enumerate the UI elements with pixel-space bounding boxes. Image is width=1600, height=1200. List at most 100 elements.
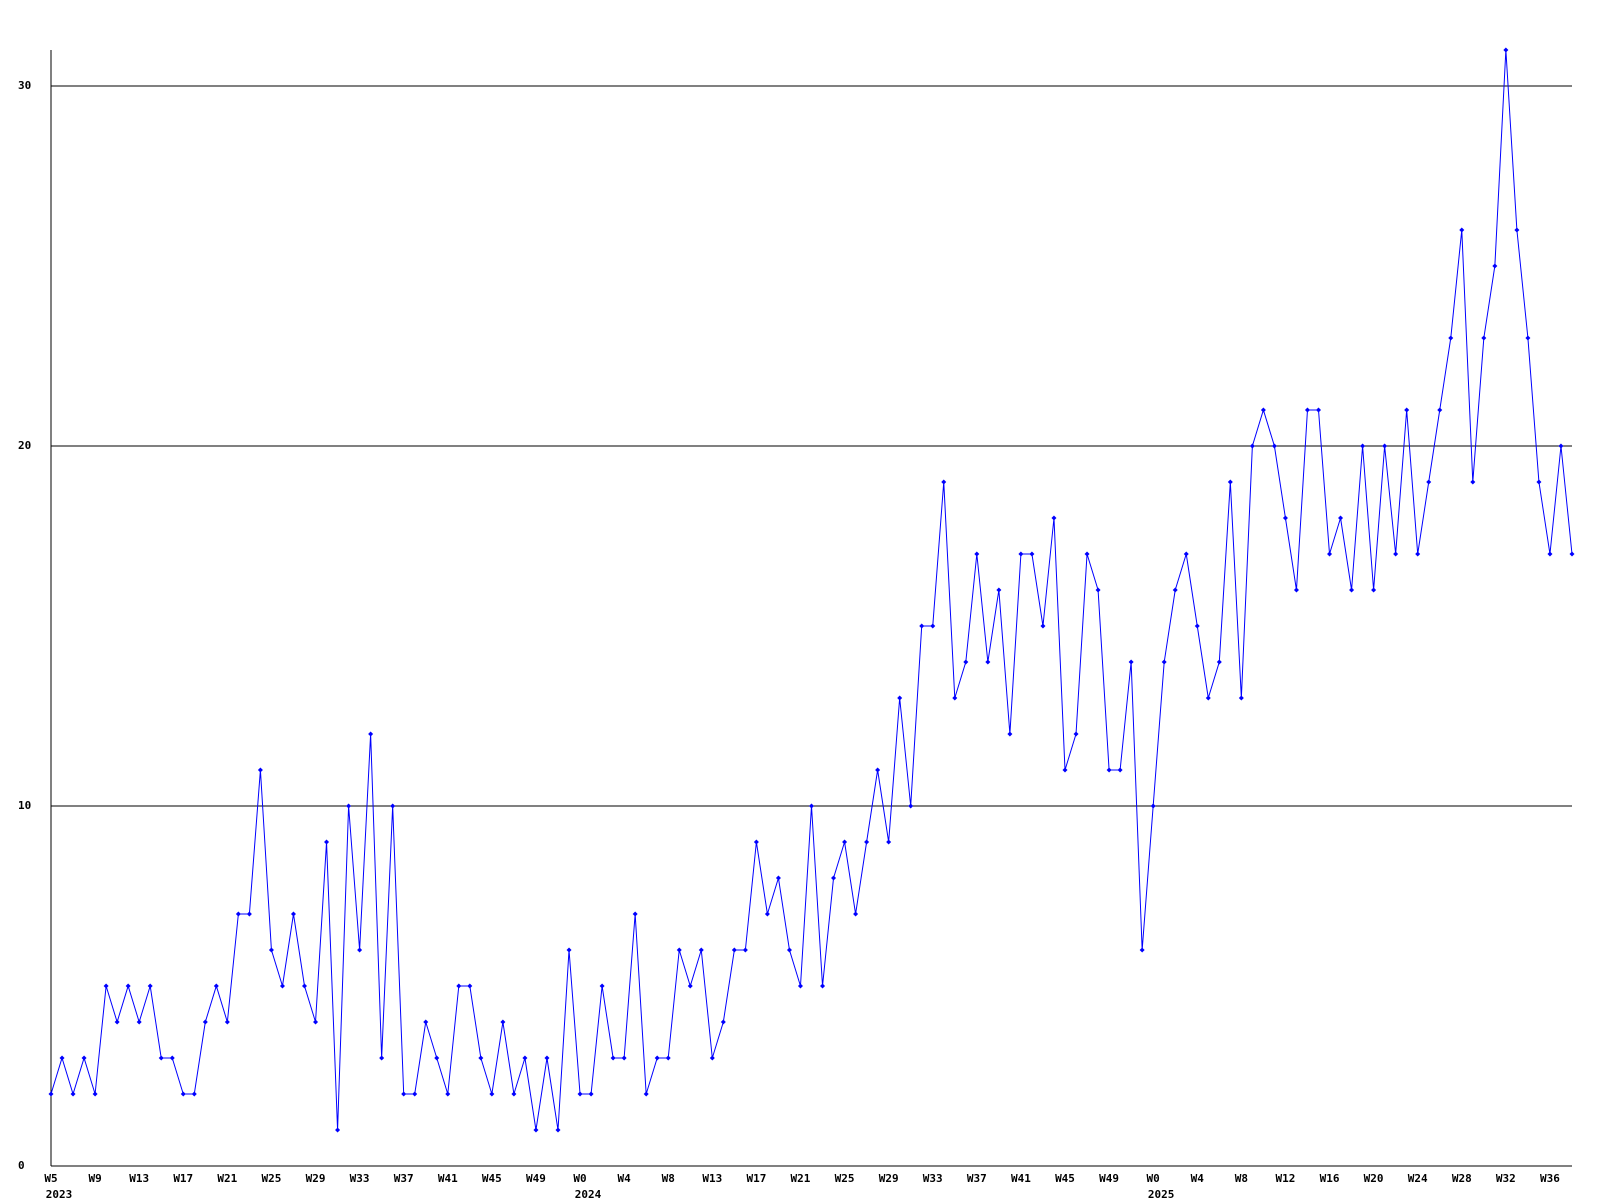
point-marker [775,875,781,881]
point-marker [643,1091,649,1097]
point-marker [246,911,252,917]
x-tick-label: W37 [394,1172,414,1185]
point-marker [1095,587,1101,593]
x-tick-label: W8 [1235,1172,1248,1185]
point-marker [1492,263,1498,269]
point-marker [786,947,792,953]
x-tick-label: W17 [173,1172,193,1185]
point-marker [268,947,274,953]
point-marker [467,983,473,989]
point-marker [368,731,374,737]
point-marker [1007,731,1013,737]
point-marker [1139,947,1145,953]
point-marker [92,1091,98,1097]
x-tick-label: W49 [1099,1172,1119,1185]
point-marker [456,983,462,989]
point-marker [1360,443,1366,449]
point-marker [654,1055,660,1061]
point-marker [103,983,109,989]
series-line [50,49,1573,1131]
point-marker [489,1091,495,1097]
point-marker [1117,767,1123,773]
point-marker [522,1055,528,1061]
point-marker [1282,515,1288,521]
point-marker [1194,623,1200,629]
point-marker [1073,731,1079,737]
x-tick-label: W4 [1191,1172,1205,1185]
point-marker [1514,227,1520,233]
point-marker [985,659,991,665]
point-marker [434,1055,440,1061]
point-marker [665,1055,671,1061]
point-marker [1415,551,1421,557]
x-tick-label: W28 [1452,1172,1472,1185]
x-tick-label: W25 [261,1172,281,1185]
point-marker [169,1055,175,1061]
point-marker [81,1055,87,1061]
x-tick-label: W8 [662,1172,675,1185]
point-marker [809,803,814,809]
point-marker [1338,515,1344,521]
point-marker [279,983,285,989]
point-marker [698,947,704,953]
point-marker [59,1055,65,1061]
point-marker [1382,443,1388,449]
point-marker [1249,443,1255,449]
x-tick-label: W45 [482,1172,502,1185]
x-tick-label: W29 [879,1172,899,1185]
point-marker [1293,587,1299,593]
x-tick-label: W25 [835,1172,855,1185]
point-marker [555,1127,561,1133]
point-marker [1316,407,1321,413]
y-tick-label: 30 [18,79,31,92]
point-marker [1349,587,1355,593]
point-marker [1525,335,1531,341]
point-marker [1327,551,1333,557]
point-marker [566,947,572,953]
point-marker [1216,659,1222,665]
point-marker [1371,587,1377,593]
x-tick-label: W45 [1055,1172,1075,1185]
point-marker [974,551,980,557]
point-marker [313,1019,319,1025]
point-marker [511,1091,517,1097]
point-marker [1106,767,1112,773]
point-marker [1227,479,1233,485]
point-marker [1547,551,1553,557]
point-marker [423,1019,429,1025]
point-marker [191,1091,197,1097]
point-marker [952,695,958,701]
point-marker [136,1019,142,1025]
x-tick-label: W16 [1320,1172,1340,1185]
point-marker [753,839,759,845]
point-marker [731,947,737,953]
point-marker [1040,623,1046,629]
x-year-label: 2023 [46,1188,73,1200]
point-marker [996,587,1002,593]
point-marker [709,1055,715,1061]
point-marker [213,983,219,989]
point-marker [897,695,903,701]
x-tick-label: W29 [306,1172,326,1185]
point-marker [1404,407,1410,413]
point-marker [908,803,914,809]
point-marker [1271,443,1277,449]
point-marker [577,1091,583,1097]
point-marker [1569,551,1575,557]
point-marker [125,983,131,989]
point-marker [720,1019,726,1025]
point-marker [379,1055,385,1061]
x-tick-label: W32 [1496,1172,1516,1185]
point-marker [742,947,748,953]
point-marker [1437,407,1443,413]
point-marker [853,911,859,917]
point-marker [1150,803,1156,809]
point-marker [224,1019,230,1025]
x-year-label: 2024 [575,1188,602,1200]
x-tick-label: W9 [88,1172,101,1185]
point-marker [1051,515,1057,521]
x-tick-label: W21 [217,1172,237,1185]
x-year-label: 2025 [1148,1188,1175,1200]
point-marker [445,1091,451,1097]
